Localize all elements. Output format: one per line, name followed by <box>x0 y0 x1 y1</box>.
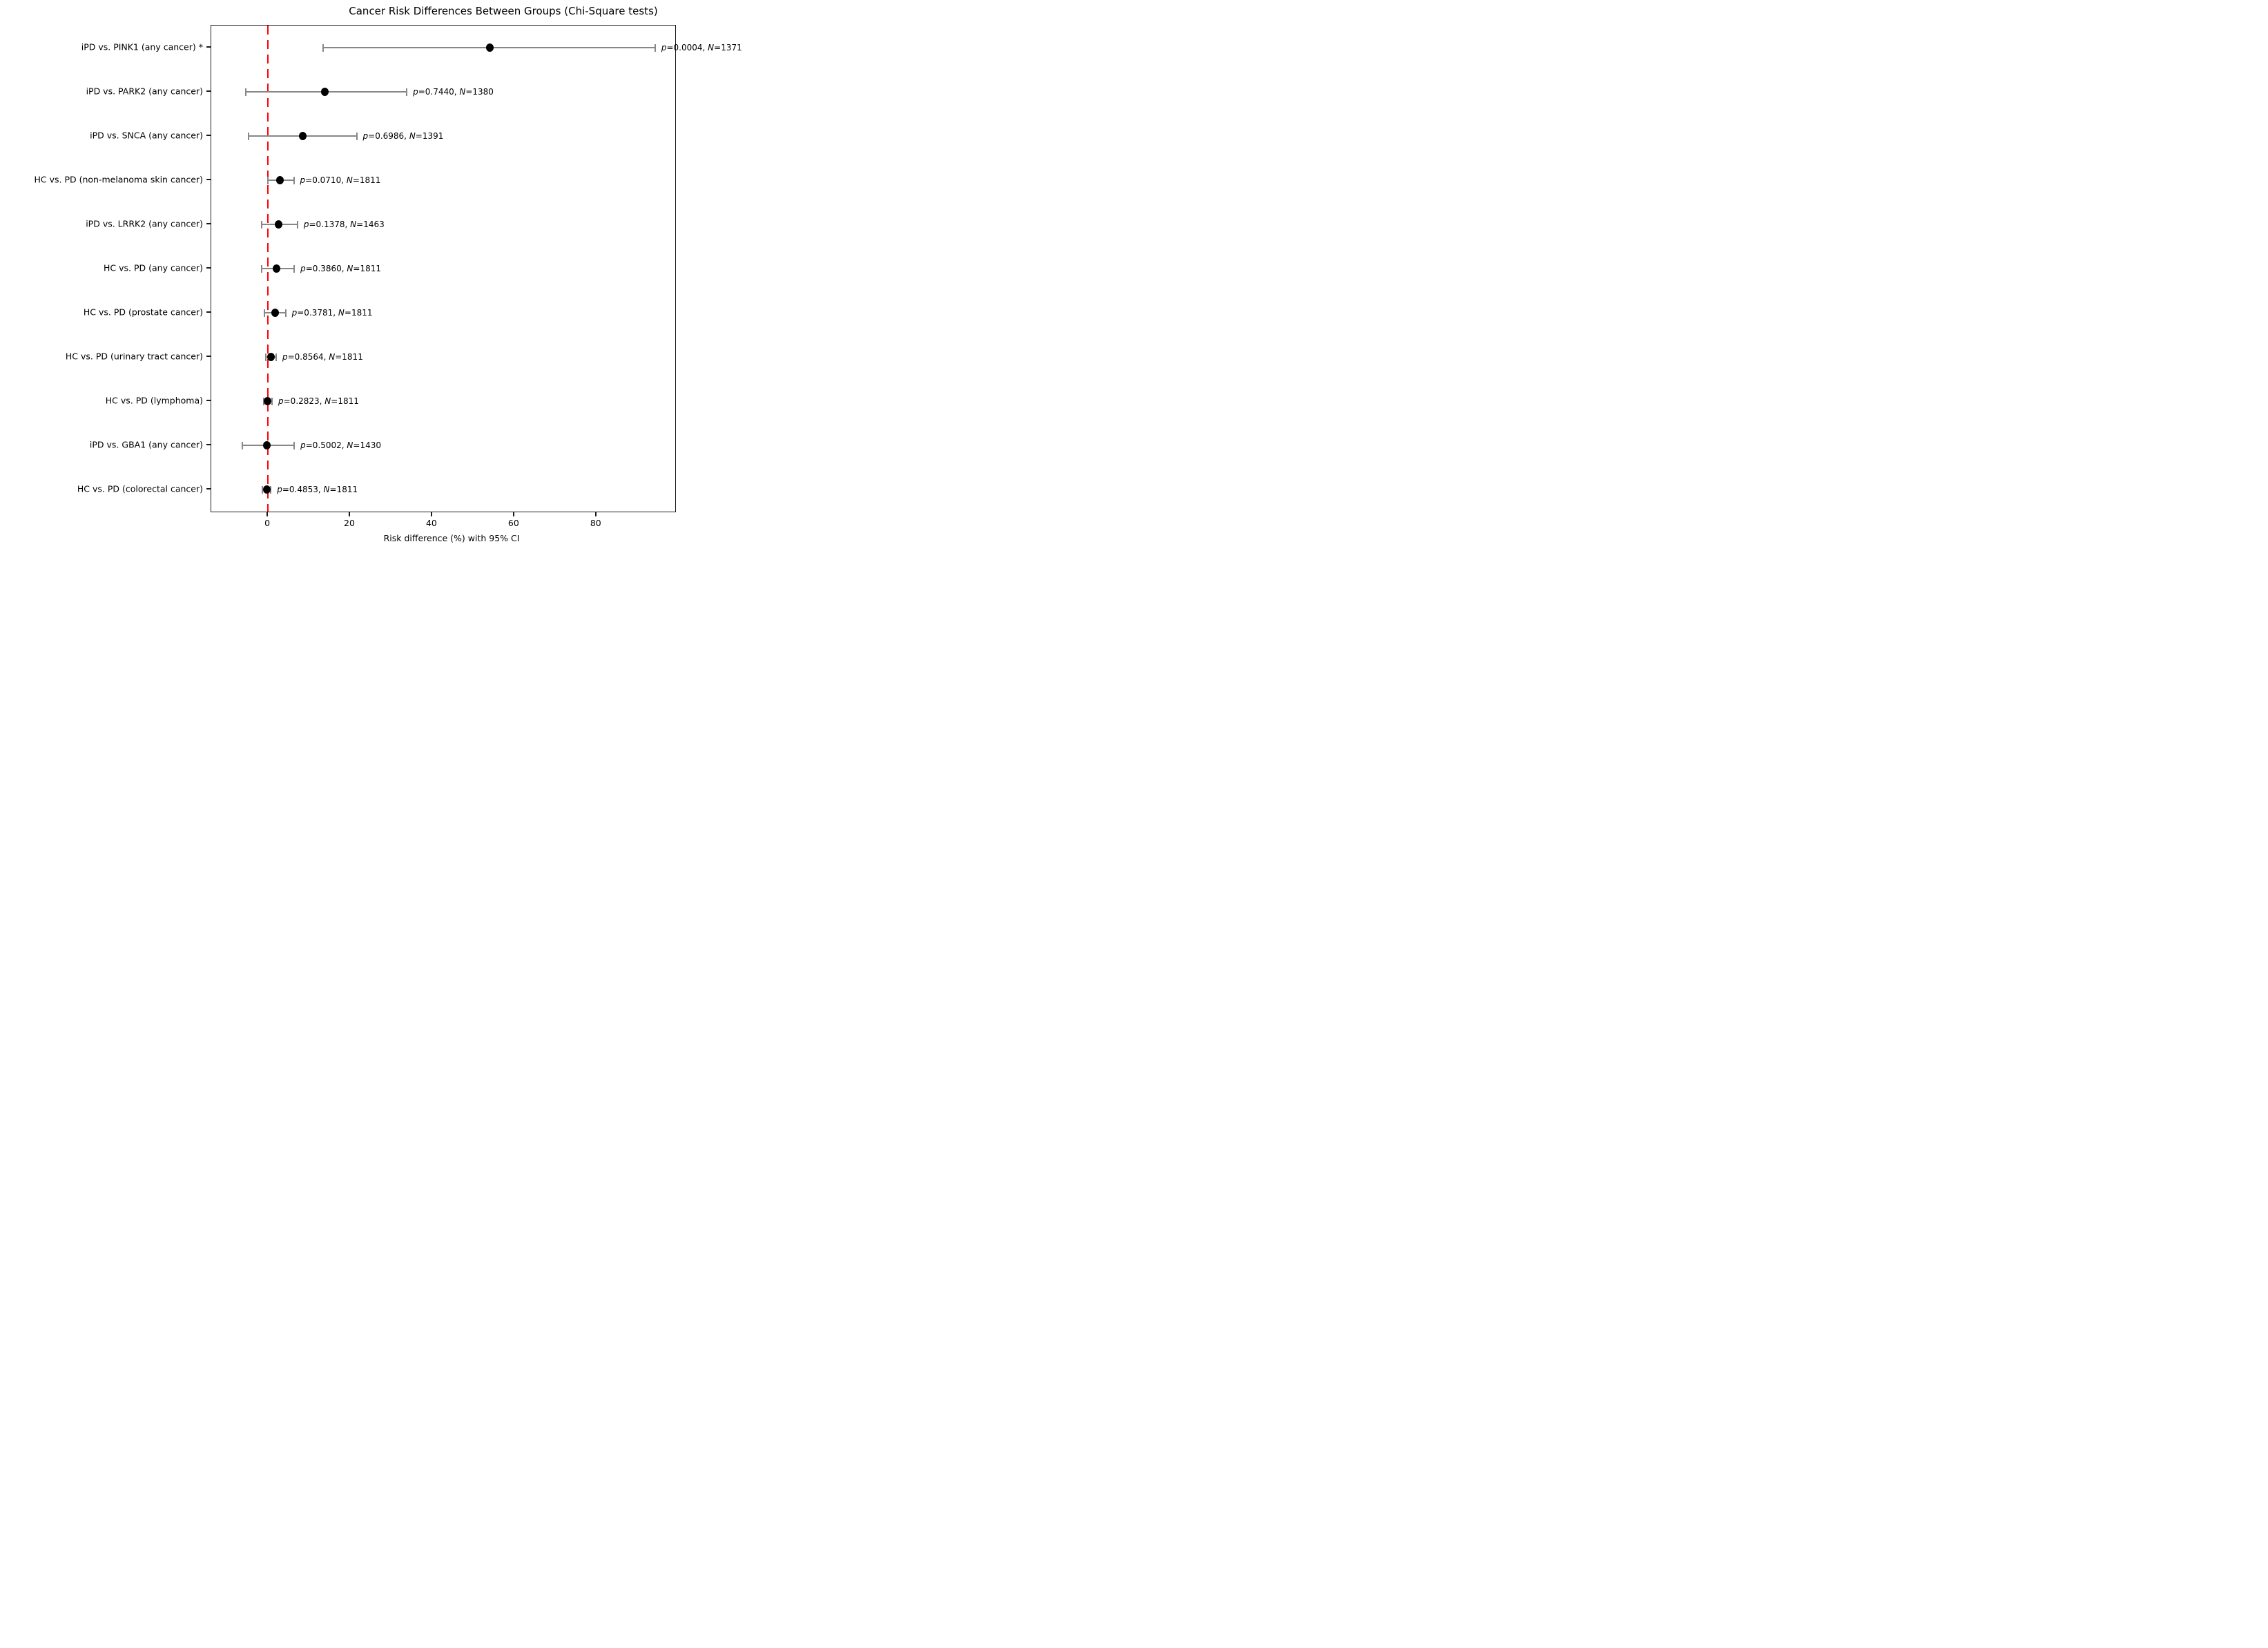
whisker-cap-high <box>654 43 656 52</box>
whisker-cap-high <box>406 88 408 96</box>
point-marker <box>299 132 307 140</box>
category-label: iPD vs. PINK1 (any cancer) * <box>81 41 203 52</box>
stats-annotation: p=0.0710, N=1811 <box>300 175 381 185</box>
whisker-cap-low <box>267 176 269 184</box>
figure: Cancer Risk Differences Between Groups (… <box>0 0 756 550</box>
point-marker <box>271 309 279 317</box>
category-label: iPD vs. SNCA (any cancer) <box>90 130 203 141</box>
whisker-cap-low <box>322 43 324 52</box>
x-tick-label: 60 <box>507 518 519 528</box>
y-tick <box>206 179 211 180</box>
whisker-cap-low <box>264 309 266 317</box>
whisker-cap-high <box>293 441 295 449</box>
whisker-cap-high <box>275 353 277 361</box>
category-label: HC vs. PD (urinary tract cancer) <box>65 351 203 362</box>
x-tick <box>266 512 268 516</box>
whisker-cap-high <box>293 176 295 184</box>
stats-annotation: p=0.0004, N=1371 <box>661 43 742 52</box>
stats-annotation: p=0.8564, N=1811 <box>282 352 363 362</box>
y-tick <box>206 311 211 313</box>
x-tick-label: 20 <box>344 518 355 528</box>
y-tick <box>206 444 211 445</box>
category-label: iPD vs. LRRK2 (any cancer) <box>86 218 203 229</box>
stats-annotation: p=0.1378, N=1463 <box>303 220 385 229</box>
whisker-cap-low <box>262 485 264 494</box>
x-tick-label: 80 <box>590 518 601 528</box>
stats-annotation: p=0.4853, N=1811 <box>277 485 358 494</box>
y-tick <box>206 223 211 224</box>
y-tick <box>206 356 211 357</box>
x-tick-label: 0 <box>264 518 271 528</box>
whisker-cap-low <box>261 220 263 229</box>
point-marker <box>485 43 494 52</box>
whisker-cap-low <box>247 132 249 140</box>
point-marker <box>276 176 284 184</box>
whisker-cap-low <box>265 353 267 361</box>
category-label: HC vs. PD (lymphoma) <box>105 395 203 406</box>
category-label: HC vs. PD (colorectal cancer) <box>77 483 203 494</box>
chart-title: Cancer Risk Differences Between Groups (… <box>349 5 658 17</box>
y-tick <box>206 267 211 269</box>
whisker-cap-high <box>284 309 287 317</box>
category-label: iPD vs. PARK2 (any cancer) <box>86 86 203 97</box>
whisker-cap-low <box>244 88 246 96</box>
y-tick <box>206 90 211 92</box>
y-tick <box>206 46 211 48</box>
whisker-cap-low <box>262 397 264 405</box>
whisker-cap-low <box>261 264 263 273</box>
stats-annotation: p=0.5002, N=1430 <box>300 440 381 450</box>
point-marker <box>266 353 275 361</box>
stats-annotation: p=0.3781, N=1811 <box>291 308 373 318</box>
y-tick <box>206 400 211 401</box>
x-tick <box>349 512 350 516</box>
category-label: iPD vs. GBA1 (any cancer) <box>89 439 203 450</box>
whisker-cap-high <box>293 264 295 273</box>
whisker-cap-high <box>271 397 273 405</box>
point-marker <box>275 220 283 229</box>
point-marker <box>263 397 271 405</box>
stats-annotation: p=0.3860, N=1811 <box>300 264 381 273</box>
whisker-cap-high <box>296 220 298 229</box>
x-tick-label: 40 <box>425 518 437 528</box>
category-label: HC vs. PD (prostate cancer) <box>83 307 203 318</box>
stats-annotation: p=0.7440, N=1380 <box>413 87 494 97</box>
point-marker <box>262 485 271 494</box>
stats-annotation: p=0.6986, N=1391 <box>362 131 444 141</box>
x-tick <box>513 512 514 516</box>
x-axis-label: Risk difference (%) with 95% CI <box>383 533 520 543</box>
whisker-cap-low <box>241 441 243 449</box>
x-tick <box>431 512 432 516</box>
point-marker <box>263 441 271 449</box>
category-label: HC vs. PD (any cancer) <box>104 262 203 273</box>
whisker-cap-high <box>270 485 272 494</box>
category-label: HC vs. PD (non-melanoma skin cancer) <box>34 174 203 185</box>
point-marker <box>273 264 281 273</box>
x-tick <box>595 512 597 516</box>
y-tick <box>206 135 211 136</box>
point-marker <box>320 88 329 96</box>
stats-annotation: p=0.2823, N=1811 <box>278 396 359 406</box>
plot-area: p=0.0004, N=1371 p=0.7440, N=1380 p=0.6986… <box>211 25 742 512</box>
whisker-cap-high <box>356 132 358 140</box>
y-tick <box>206 488 211 489</box>
